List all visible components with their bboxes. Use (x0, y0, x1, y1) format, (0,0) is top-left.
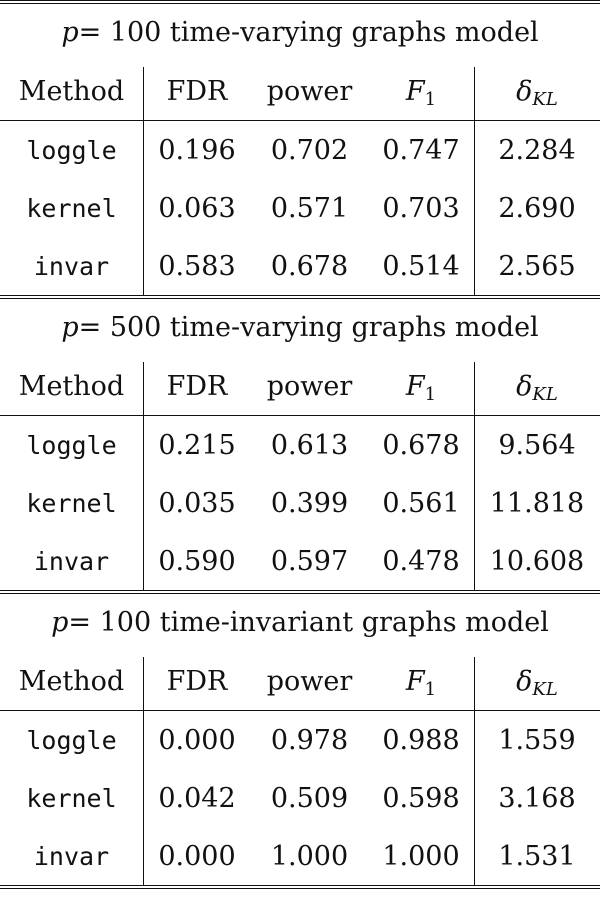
column-header-kl: δ KL (516, 370, 558, 405)
section-title-variable: p (61, 312, 79, 343)
kl-cell: 9.564 (498, 429, 576, 461)
method-cell: invar (33, 546, 110, 576)
section-double-rule (0, 295, 600, 299)
column-header-method: Method (18, 665, 125, 697)
table-row: invar 0.000 1.000 1.000 1.531 (0, 827, 600, 885)
fdr-cell: 0.196 (158, 134, 236, 166)
kl-cell: 1.531 (498, 840, 576, 872)
column-header-power: power (266, 75, 353, 107)
power-cell: 1.000 (270, 840, 349, 872)
section-title-variable: p (51, 607, 69, 638)
power-cell: 0.613 (270, 429, 349, 461)
section-title-text: = 500 time-varying graphs model (78, 312, 539, 343)
table-row: invar 0.583 0.678 0.514 2.565 (0, 237, 600, 295)
column-header-power: power (266, 370, 353, 402)
power-cell: 0.702 (270, 134, 349, 166)
fdr-cell: 0.590 (158, 545, 236, 577)
power-cell: 0.678 (270, 250, 349, 282)
fdr-cell: 0.000 (158, 724, 236, 756)
fdr-cell: 0.000 (158, 840, 236, 872)
kl-cell: 2.690 (498, 192, 576, 224)
f1-cell: 0.561 (382, 487, 460, 519)
column-header-fdr: FDR (166, 370, 228, 402)
section-title-text: = 100 time-invariant graphs model (68, 607, 549, 638)
table-section: p = 500 time-varying graphs model Method… (0, 299, 600, 590)
kl-cell: 1.559 (498, 724, 576, 756)
table-row: kernel 0.042 0.509 0.598 3.168 (0, 769, 600, 827)
section-double-rule (0, 590, 600, 594)
column-header-power: power (266, 665, 353, 697)
bottom-double-rule (0, 885, 600, 889)
method-cell: kernel (26, 488, 117, 518)
fdr-cell: 0.042 (158, 782, 236, 814)
column-header-fdr: FDR (166, 75, 228, 107)
power-cell: 0.597 (270, 545, 349, 577)
kl-cell: 2.565 (498, 250, 576, 282)
table-section: p = 100 time-varying graphs model Method… (0, 4, 600, 295)
table-row: kernel 0.063 0.571 0.703 2.690 (0, 179, 600, 237)
power-cell: 0.571 (270, 192, 349, 224)
power-cell: 0.978 (270, 724, 349, 756)
method-cell: invar (33, 251, 110, 281)
f1-cell: 1.000 (382, 840, 460, 872)
f1-cell: 0.514 (382, 250, 460, 282)
kl-cell: 2.284 (498, 134, 576, 166)
method-cell: loggle (26, 725, 117, 755)
fdr-cell: 0.063 (158, 192, 236, 224)
power-cell: 0.509 (270, 782, 349, 814)
table-row: loggle 0.196 0.702 0.747 2.284 (0, 121, 600, 179)
method-cell: kernel (26, 783, 117, 813)
section-title: p = 100 time-varying graphs model (0, 4, 600, 61)
section-title: p = 500 time-varying graphs model (0, 299, 600, 356)
section-title-variable: p (61, 17, 79, 48)
f1-cell: 0.747 (382, 134, 460, 166)
top-double-rule (0, 0, 600, 4)
kl-cell: 3.168 (498, 782, 576, 814)
column-header-method: Method (18, 75, 125, 107)
method-cell: loggle (26, 135, 117, 165)
table-row: kernel 0.035 0.399 0.561 11.818 (0, 474, 600, 532)
kl-cell: 11.818 (489, 487, 585, 519)
f1-cell: 0.703 (382, 192, 460, 224)
fdr-cell: 0.035 (158, 487, 236, 519)
section-title: p = 100 time-invariant graphs model (0, 594, 600, 651)
table-row: loggle 0.215 0.613 0.678 9.564 (0, 416, 600, 474)
table-row: invar 0.590 0.597 0.478 10.608 (0, 532, 600, 590)
table-section: p = 100 time-invariant graphs model Meth… (0, 594, 600, 885)
column-header-kl: δ KL (516, 665, 558, 700)
fdr-cell: 0.215 (158, 429, 236, 461)
power-cell: 0.399 (270, 487, 349, 519)
column-header-fdr: FDR (166, 665, 228, 697)
f1-cell: 0.988 (382, 724, 460, 756)
method-cell: invar (33, 841, 110, 871)
table-row: loggle 0.000 0.978 0.988 1.559 (0, 711, 600, 769)
f1-cell: 0.478 (382, 545, 460, 577)
f1-cell: 0.678 (382, 429, 460, 461)
method-cell: kernel (26, 193, 117, 223)
section-title-text: = 100 time-varying graphs model (78, 17, 539, 48)
fdr-cell: 0.583 (158, 250, 236, 282)
column-header-method: Method (18, 370, 125, 402)
column-header-kl: δ KL (516, 75, 558, 110)
f1-cell: 0.598 (382, 782, 460, 814)
method-cell: loggle (26, 430, 117, 460)
kl-cell: 10.608 (489, 545, 585, 577)
